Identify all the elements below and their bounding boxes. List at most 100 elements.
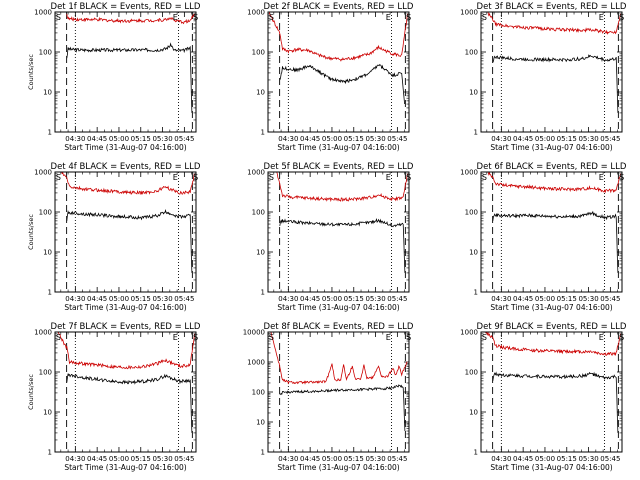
- y-tick-label: 10: [256, 419, 265, 427]
- series-line-events: [279, 384, 406, 432]
- event-marker-s: S: [269, 173, 274, 182]
- plot-frame: [54, 11, 197, 133]
- x-tick-label: 04:45: [300, 455, 320, 463]
- series-line-events: [492, 54, 619, 113]
- x-axis-label: Start Time (31-Aug-07 04:16:00): [64, 303, 186, 312]
- x-tick-label: 05:45: [600, 455, 620, 463]
- x-tick-label: 05:00: [322, 295, 342, 303]
- panel-det-9: Det 9f BLACK = Events, RED = LLD 1 10 100 10…: [460, 322, 627, 472]
- x-tick-label: 05:30: [578, 295, 598, 303]
- y-tick-label: 1000: [460, 329, 478, 337]
- y-tick-label: 10: [256, 249, 265, 257]
- x-tick-label: 05:00: [322, 135, 342, 143]
- x-tick-label: 04:45: [87, 295, 107, 303]
- panel-det-4: Det 4f BLACK = Events, RED = LLD 1 10 100 10…: [27, 162, 201, 312]
- x-tick-label: 04:30: [278, 455, 298, 463]
- x-tick-label: 05:30: [152, 455, 172, 463]
- y-tick-label: 100: [465, 209, 478, 217]
- plot-frame: [54, 331, 197, 453]
- y-tick-label: 1000: [34, 169, 52, 177]
- y-tick-label: 1000: [247, 359, 265, 367]
- panel-det-7: Det 7f BLACK = Events, RED = LLD 1 10 100 10…: [27, 322, 201, 472]
- panel-title: Det 2f BLACK = Events, RED = LLD: [264, 2, 414, 12]
- plot-frame: [267, 11, 410, 133]
- plot-frame: [267, 331, 410, 453]
- x-tick-label: 05:15: [131, 455, 151, 463]
- series-group: [486, 12, 621, 113]
- panel-title: Det 5f BLACK = Events, RED = LLD: [264, 162, 414, 172]
- y-tick-label: 1: [474, 129, 478, 137]
- y-tick-label: 1000: [460, 169, 478, 177]
- series-group: [270, 332, 408, 432]
- series-line-lld: [57, 332, 195, 370]
- x-tick-label: 04:30: [491, 135, 511, 143]
- y-tick-label: 1: [48, 289, 52, 297]
- x-tick-label: 05:00: [109, 135, 129, 143]
- event-marker-s: S: [193, 173, 198, 182]
- series-group: [57, 332, 195, 433]
- x-tick-label: 04:45: [513, 135, 533, 143]
- x-axis-label: Start Time (31-Aug-07 04:16:00): [64, 463, 186, 472]
- x-tick-label: 05:00: [535, 135, 555, 143]
- x-tick-label: 05:15: [557, 295, 577, 303]
- x-tick-label: 04:45: [87, 455, 107, 463]
- series-line-lld: [276, 172, 408, 203]
- plot-frame: [54, 171, 197, 293]
- series-line-events: [66, 42, 193, 113]
- series-line-lld: [485, 332, 621, 357]
- x-axis-label: Start Time (31-Aug-07 04:16:00): [277, 463, 399, 472]
- y-tick-label: 100: [252, 209, 265, 217]
- plot-frame: [480, 331, 623, 453]
- x-axis-label: Start Time (31-Aug-07 04:16:00): [277, 303, 399, 312]
- plot-frame: [480, 11, 623, 133]
- x-tick-label: 05:30: [365, 455, 385, 463]
- x-tick-label: 05:00: [109, 295, 129, 303]
- series-line-events: [279, 63, 405, 105]
- series-line-events: [66, 373, 193, 433]
- event-marker-s: S: [619, 333, 624, 342]
- event-marker-s: S: [406, 13, 411, 22]
- x-tick-label: 04:30: [491, 455, 511, 463]
- y-axis-label: Counts/sec: [27, 214, 35, 250]
- panel-det-6: Det 6f BLACK = Events, RED = LLD 1 10 100 10…: [460, 162, 627, 312]
- series-group: [276, 172, 408, 273]
- series-line-lld: [486, 12, 621, 35]
- x-tick-label: 04:45: [300, 295, 320, 303]
- y-tick-label: 1000: [34, 329, 52, 337]
- y-tick-label: 10000: [243, 329, 265, 337]
- event-marker-s: S: [56, 333, 61, 342]
- y-tick-label: 100: [39, 369, 52, 377]
- x-tick-label: 04:45: [513, 295, 533, 303]
- x-tick-label: 05:15: [131, 135, 151, 143]
- y-tick-label: 10: [43, 409, 52, 417]
- panel-title: Det 7f BLACK = Events, RED = LLD: [51, 322, 201, 332]
- x-tick-label: 05:30: [578, 135, 598, 143]
- event-marker-e: E: [599, 333, 604, 342]
- event-marker-s: S: [406, 173, 411, 182]
- series-line-lld: [60, 172, 195, 195]
- x-tick-label: 04:45: [87, 135, 107, 143]
- x-tick-label: 05:15: [557, 135, 577, 143]
- x-tick-label: 05:45: [600, 295, 620, 303]
- event-marker-s: S: [482, 173, 487, 182]
- x-tick-label: 05:30: [365, 135, 385, 143]
- event-marker-s: S: [482, 333, 487, 342]
- x-tick-label: 04:45: [513, 455, 533, 463]
- series-line-events: [492, 210, 619, 273]
- y-tick-label: 1: [48, 449, 52, 457]
- y-tick-label: 1000: [247, 9, 265, 17]
- x-tick-label: 05:30: [152, 135, 172, 143]
- event-marker-s: S: [193, 333, 198, 342]
- event-marker-s: S: [56, 173, 61, 182]
- panel-title: Det 3f BLACK = Events, RED = LLD: [477, 2, 627, 12]
- y-tick-label: 10: [43, 89, 52, 97]
- x-tick-label: 05:15: [344, 455, 364, 463]
- plot-frame: [267, 171, 410, 293]
- x-tick-label: 05:15: [557, 455, 577, 463]
- event-marker-s: S: [406, 333, 411, 342]
- x-tick-label: 04:30: [65, 455, 85, 463]
- event-marker-e: E: [173, 333, 178, 342]
- panel-det-3: Det 3f BLACK = Events, RED = LLD 1 10 100 10…: [460, 2, 627, 152]
- panel-title: Det 1f BLACK = Events, RED = LLD: [51, 2, 201, 12]
